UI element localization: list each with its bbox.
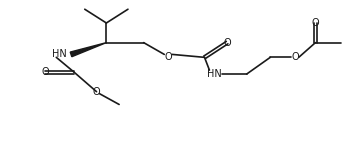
Text: O: O (42, 67, 49, 77)
Polygon shape (70, 43, 106, 57)
Text: O: O (223, 38, 231, 48)
Text: HN: HN (207, 69, 222, 79)
Text: O: O (93, 87, 100, 97)
Text: O: O (164, 52, 172, 62)
Text: O: O (291, 52, 299, 62)
Text: HN: HN (52, 49, 67, 59)
Text: O: O (312, 18, 319, 28)
